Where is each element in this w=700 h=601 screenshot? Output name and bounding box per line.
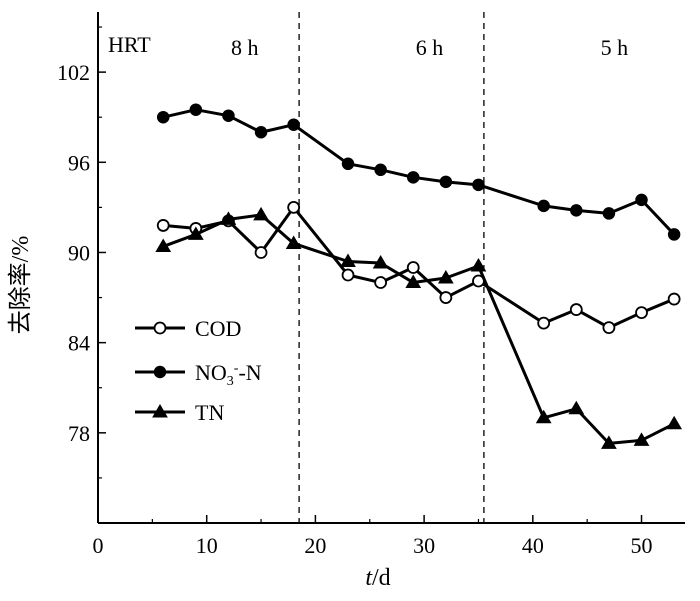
legend-item-no3n: NO3--N bbox=[135, 360, 262, 389]
data-point-tn bbox=[372, 254, 389, 269]
data-point-no3n bbox=[439, 175, 453, 189]
y-tick-label: 90 bbox=[68, 240, 90, 265]
phase-label-8h: 8 h bbox=[231, 35, 259, 60]
phase-label-6h: 6 h bbox=[416, 35, 444, 60]
data-point-tn bbox=[633, 432, 650, 446]
x-tick-label: 0 bbox=[93, 533, 104, 558]
data-point-tn bbox=[220, 211, 237, 225]
x-tick-label: 20 bbox=[304, 533, 326, 558]
legend: COD NO3--N TN bbox=[135, 316, 262, 425]
y-tick-label: 78 bbox=[68, 421, 90, 446]
y-tick-label: 102 bbox=[57, 60, 90, 85]
data-point-no3n bbox=[189, 103, 203, 116]
legend-item-cod: COD bbox=[135, 316, 241, 341]
data-point-tn bbox=[535, 409, 552, 424]
data-point-tn bbox=[437, 270, 454, 284]
legend-label-no3n: NO3--N bbox=[195, 360, 262, 389]
data-point-cod bbox=[406, 261, 420, 274]
data-point-no3n bbox=[472, 178, 485, 192]
legend-label-no3n-sub: 3 bbox=[227, 374, 234, 389]
axes: 0 10 20 30 40 50 78 84 90 96 102 bbox=[57, 12, 685, 558]
data-point-cod bbox=[341, 268, 355, 282]
data-point-cod bbox=[569, 303, 583, 316]
legend-label-cod: COD bbox=[195, 316, 241, 341]
x-tick-label: 10 bbox=[196, 533, 218, 558]
data-point-tn bbox=[568, 400, 585, 415]
data-point-no3n bbox=[374, 163, 387, 177]
data-point-cod bbox=[667, 292, 681, 306]
data-point-tn bbox=[470, 258, 487, 272]
data-point-cod bbox=[537, 316, 551, 330]
data-point-no3n bbox=[635, 193, 648, 207]
y-tick-label: 84 bbox=[68, 331, 90, 356]
x-tick-label: 40 bbox=[522, 533, 544, 558]
legend-marker-tn bbox=[152, 404, 168, 418]
series-cod bbox=[156, 200, 681, 335]
legend-label-no3n-tail: -N bbox=[238, 360, 261, 385]
data-point-cod bbox=[254, 246, 268, 259]
data-point-cod bbox=[602, 321, 616, 335]
data-point-cod bbox=[156, 219, 170, 232]
data-point-cod bbox=[439, 291, 453, 304]
x-axis-unit: /d bbox=[372, 565, 391, 591]
series-line-no3n bbox=[162, 108, 676, 236]
data-point-tn bbox=[340, 253, 356, 267]
data-point-tn bbox=[405, 274, 422, 289]
legend-label-no3n-main: NO bbox=[195, 360, 227, 385]
data-point-no3n bbox=[667, 228, 681, 241]
legend-item-tn: TN bbox=[135, 400, 224, 425]
data-point-cod bbox=[287, 200, 301, 214]
text-layer: HRT 8 h 6 h 5 h 去除率/% t/d bbox=[7, 32, 628, 591]
legend-marker-cod bbox=[153, 321, 167, 335]
phase-dividers bbox=[298, 12, 485, 523]
data-point-tn bbox=[666, 415, 683, 430]
data-point-tn bbox=[601, 435, 617, 449]
hrt-label: HRT bbox=[108, 32, 151, 57]
data-point-cod bbox=[374, 276, 388, 289]
data-point-tn bbox=[187, 226, 204, 240]
data-point-no3n bbox=[406, 171, 420, 184]
y-tick-label: 96 bbox=[68, 150, 90, 175]
series-tn bbox=[155, 206, 683, 449]
data-point-no3n bbox=[156, 110, 170, 124]
x-axis-title: t/d bbox=[365, 565, 390, 591]
legend-marker-no3n bbox=[153, 365, 167, 379]
x-tick-label: 30 bbox=[413, 533, 435, 558]
data-point-no3n bbox=[537, 199, 550, 213]
data-point-tn bbox=[155, 238, 172, 252]
x-tick-label: 50 bbox=[631, 533, 653, 558]
x-axis-variable: t bbox=[365, 565, 373, 591]
data-point-no3n bbox=[222, 109, 235, 122]
y-axis-title: 去除率/% bbox=[7, 236, 34, 335]
data-point-no3n bbox=[254, 125, 268, 139]
series-layer bbox=[155, 103, 683, 449]
data-point-no3n bbox=[287, 118, 300, 131]
data-point-no3n bbox=[570, 204, 583, 217]
legend-label-no3n-sup: - bbox=[234, 361, 239, 376]
phase-label-5h: 5 h bbox=[601, 35, 629, 60]
data-point-tn bbox=[285, 235, 302, 249]
data-point-tn bbox=[253, 206, 269, 221]
series-no3n bbox=[156, 103, 681, 241]
data-point-no3n bbox=[602, 207, 616, 220]
data-point-no3n bbox=[341, 157, 355, 171]
legend-label-tn: TN bbox=[195, 400, 224, 425]
data-point-cod bbox=[635, 306, 648, 319]
